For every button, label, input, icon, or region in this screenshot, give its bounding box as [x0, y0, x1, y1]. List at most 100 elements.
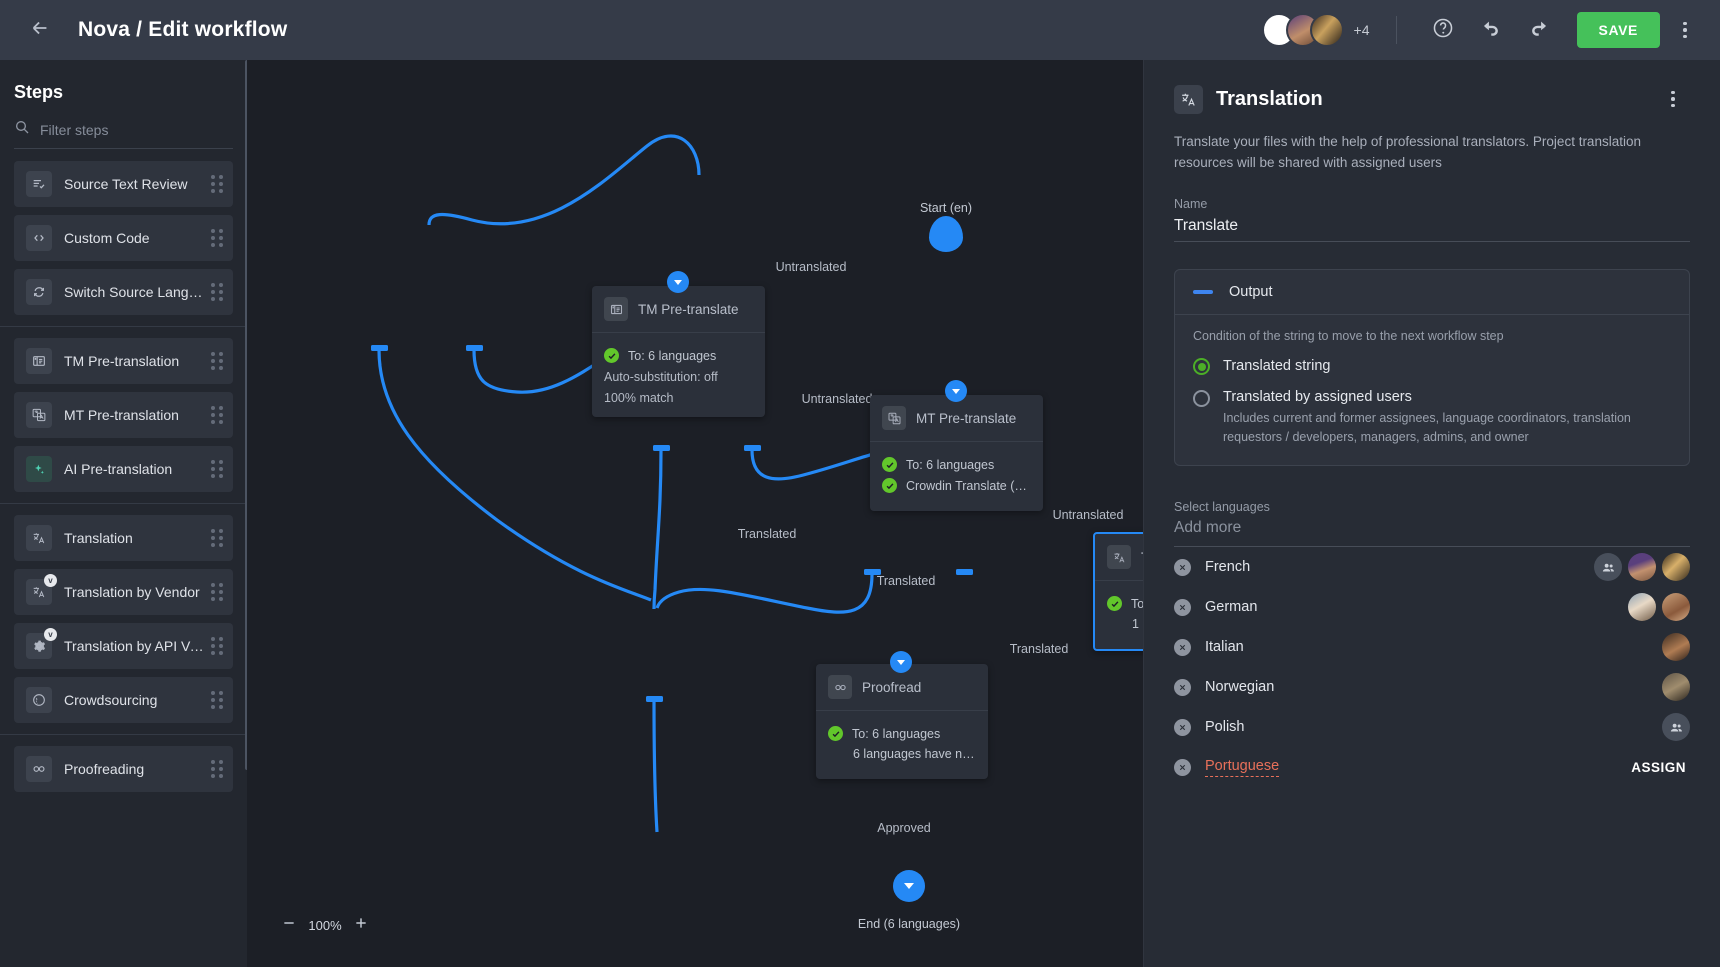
sidebar-item-label: Custom Code [64, 230, 150, 246]
end-node[interactable] [893, 870, 925, 902]
language-assignees[interactable] [1622, 593, 1690, 621]
output-indicator-icon [1193, 290, 1213, 294]
workflow-node-translate[interactable]: Translate To: 6 languages 1 language has… [1093, 532, 1143, 651]
help-button[interactable] [1425, 12, 1461, 48]
radio-button[interactable] [1193, 358, 1210, 375]
search-input[interactable] [40, 121, 233, 138]
edge-label: Translated [737, 527, 797, 541]
avatar[interactable] [1628, 593, 1656, 621]
drag-handle[interactable] [209, 175, 225, 193]
header-more-menu-button[interactable] [1668, 13, 1702, 47]
sidebar-item-translation-by-api-vendor[interactable]: v Translation by API Ven… [14, 623, 233, 669]
list-item[interactable]: Polish [1174, 707, 1690, 747]
workflow-node-mt-pre-translate[interactable]: MT Pre-translate To: 6 languages Crowdin… [870, 380, 1043, 511]
check-circle-icon [882, 457, 897, 472]
sidebar-item-switch-source-language[interactable]: Switch Source Langua… [14, 269, 233, 315]
sidebar-item-translation[interactable]: Translation [14, 515, 233, 561]
language-assignees[interactable] [1656, 633, 1690, 661]
language-name: Italian [1205, 639, 1244, 655]
node-status-text: Crowdin Translate (beta) [906, 478, 1031, 493]
drag-handle[interactable] [209, 529, 225, 547]
translate-icon: v [26, 574, 57, 605]
language-assignees[interactable] [1588, 553, 1690, 581]
radio-option-translated-by-assigned-users[interactable]: Translated by assigned users Includes cu… [1193, 389, 1671, 447]
avatar[interactable] [1662, 553, 1690, 581]
list-item[interactable]: French [1174, 547, 1690, 587]
sidebar-item-ai-pre-translation[interactable]: AI Pre-translation [14, 446, 233, 492]
add-language-input[interactable] [1174, 519, 1690, 537]
workflow-node-proofread[interactable]: Proofread To: 6 languages 6 languages ha… [816, 651, 988, 779]
start-node[interactable] [929, 216, 963, 252]
node-collapse-toggle[interactable] [890, 651, 912, 673]
panel-more-menu-button[interactable] [1656, 82, 1690, 116]
sidebar-item-proofreading[interactable]: Proofreading [14, 746, 233, 792]
sidebar-item-tm-pre-translation[interactable]: TM Pre-translation [14, 338, 233, 384]
drag-handle[interactable] [209, 637, 225, 655]
language-assignees[interactable] [1656, 713, 1690, 741]
sidebar-item-label: Translation by API Ven… [64, 638, 209, 654]
sidebar-item-translation-by-vendor[interactable]: v Translation by Vendor [14, 569, 233, 615]
filter-steps-field[interactable] [14, 119, 233, 149]
avatar[interactable] [1662, 593, 1690, 621]
group-avatar-icon[interactable] [1594, 553, 1622, 581]
avatar[interactable] [1662, 673, 1690, 701]
drag-handle[interactable] [209, 691, 225, 709]
sidebar-item-custom-code[interactable]: Custom Code [14, 215, 233, 261]
group-avatar-icon[interactable] [1662, 713, 1690, 741]
sidebar-item-label: Translation [64, 530, 133, 546]
drag-handle[interactable] [209, 760, 225, 778]
kebab-dot [1683, 21, 1687, 26]
remove-language-icon[interactable] [1174, 598, 1191, 616]
list-item[interactable]: Portuguese ASSIGN [1174, 747, 1690, 787]
redo-button[interactable] [1521, 12, 1557, 48]
back-button[interactable] [20, 10, 60, 50]
save-button[interactable]: SAVE [1576, 12, 1660, 48]
divider [0, 503, 247, 504]
node-collapse-toggle[interactable] [945, 380, 967, 402]
assign-button[interactable]: ASSIGN [1627, 754, 1690, 781]
remove-language-icon[interactable] [1174, 758, 1191, 776]
avatar[interactable] [1628, 553, 1656, 581]
list-item[interactable]: German [1174, 587, 1690, 627]
drag-handle[interactable] [209, 283, 225, 301]
end-node-label: End (6 languages) [857, 917, 961, 931]
zoom-out-button[interactable] [275, 911, 303, 939]
drag-handle[interactable] [209, 460, 225, 478]
node-collapse-toggle[interactable] [667, 271, 689, 293]
node-header: TM Pre-translate [592, 286, 765, 333]
node-title: Proofread [862, 679, 922, 695]
sidebar-item-source-text-review[interactable]: Source Text Review [14, 161, 233, 207]
remove-language-icon[interactable] [1174, 678, 1191, 696]
sidebar-item-mt-pre-translation[interactable]: MT Pre-translation [14, 392, 233, 438]
steps-sidebar: Steps Source Text Review [0, 60, 249, 967]
remove-language-icon[interactable] [1174, 638, 1191, 656]
remove-language-icon[interactable] [1174, 558, 1191, 576]
workflow-node-tm-pre-translate[interactable]: TM Pre-translate To: 6 languages Auto-su… [592, 271, 765, 417]
undo-button[interactable] [1473, 12, 1509, 48]
drag-handle[interactable] [209, 406, 225, 424]
node-title: TM Pre-translate [638, 301, 739, 317]
list-item[interactable]: Norwegian [1174, 667, 1690, 707]
drag-handle[interactable] [209, 229, 225, 247]
zoom-in-button[interactable] [347, 911, 375, 939]
output-card: Output Condition of the string to move t… [1174, 269, 1690, 466]
translate-icon [26, 525, 52, 551]
radio-button[interactable] [1193, 390, 1210, 407]
remove-language-icon[interactable] [1174, 718, 1191, 736]
avatar[interactable] [1309, 13, 1344, 47]
drag-handle[interactable] [209, 583, 225, 601]
node-status-text: To: 6 languages [628, 348, 717, 363]
language-assignees[interactable] [1656, 673, 1690, 701]
radio-option-translated-string[interactable]: Translated string [1193, 357, 1671, 375]
step-name-field[interactable]: Name [1174, 197, 1690, 242]
workflow-canvas[interactable]: Start (en) End (6 languages) Untranslate… [247, 60, 1143, 967]
collaborator-avatars[interactable] [1261, 13, 1344, 47]
avatar-overflow-count[interactable]: +4 [1353, 22, 1370, 38]
sidebar-item-crowdsourcing[interactable]: Crowdsourcing [14, 677, 233, 723]
step-name-input[interactable] [1174, 217, 1690, 235]
avatar[interactable] [1662, 633, 1690, 661]
select-languages-field[interactable] [1174, 519, 1690, 547]
drag-handle[interactable] [209, 352, 225, 370]
node-body: To: 6 languages Auto-substitution: off 1… [592, 333, 765, 417]
list-item[interactable]: Italian [1174, 627, 1690, 667]
